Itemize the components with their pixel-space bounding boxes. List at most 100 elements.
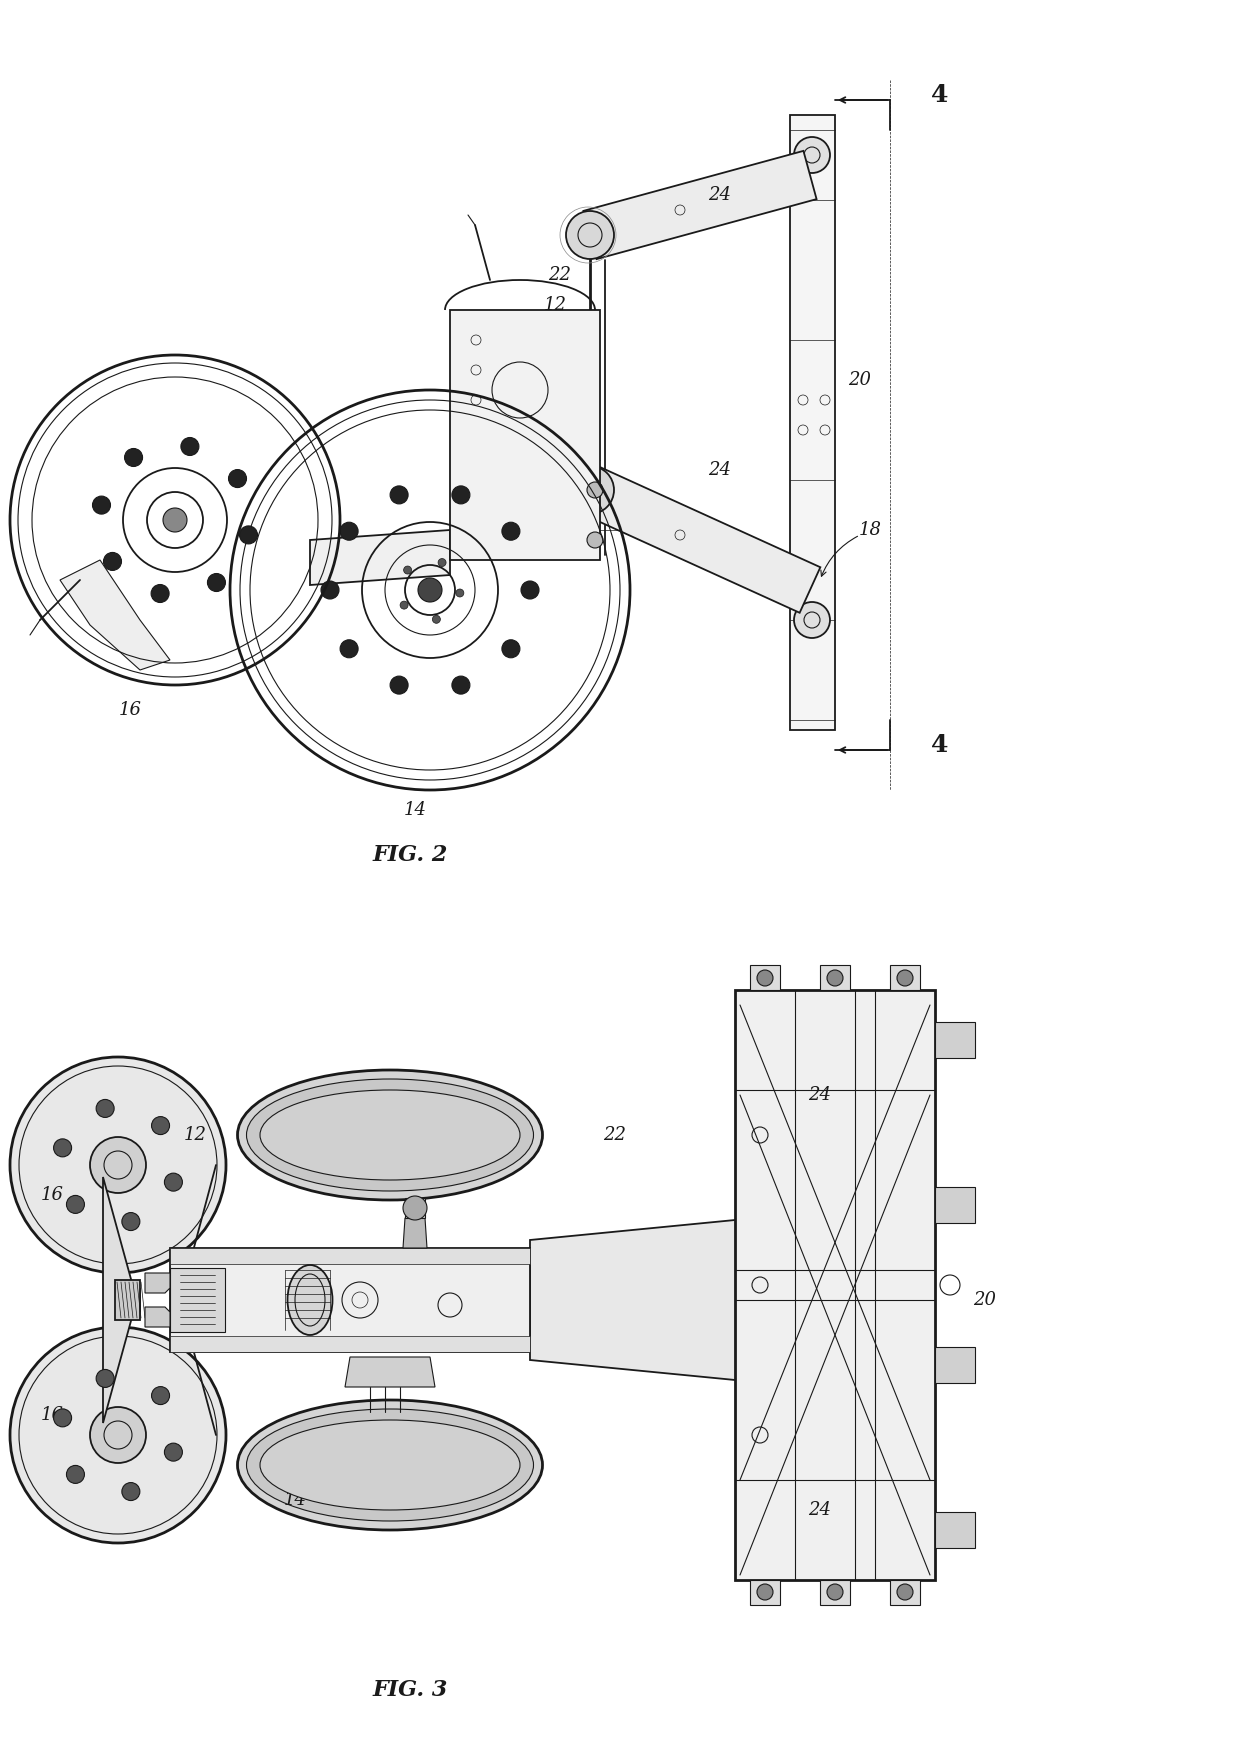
Circle shape	[897, 970, 913, 985]
Circle shape	[756, 1584, 773, 1600]
Polygon shape	[170, 1335, 529, 1353]
Polygon shape	[890, 965, 920, 991]
Text: 24: 24	[808, 1501, 832, 1518]
Text: 20: 20	[848, 371, 872, 388]
Circle shape	[162, 508, 187, 533]
Ellipse shape	[288, 1266, 332, 1335]
Circle shape	[391, 676, 408, 695]
Circle shape	[207, 573, 226, 592]
Text: 24: 24	[808, 1086, 832, 1104]
Text: FIG. 3: FIG. 3	[372, 1678, 448, 1701]
Text: 4: 4	[931, 733, 949, 757]
Circle shape	[587, 533, 603, 548]
Circle shape	[165, 1173, 182, 1191]
Text: 16: 16	[41, 1186, 63, 1205]
Polygon shape	[750, 965, 780, 991]
Circle shape	[794, 602, 830, 637]
Polygon shape	[935, 1348, 975, 1382]
Circle shape	[401, 601, 408, 609]
Circle shape	[181, 437, 198, 456]
Circle shape	[827, 1584, 843, 1600]
Circle shape	[228, 470, 247, 487]
Circle shape	[433, 615, 440, 623]
Circle shape	[565, 211, 614, 259]
Circle shape	[456, 588, 464, 597]
Circle shape	[340, 639, 358, 658]
Text: 22: 22	[548, 266, 572, 284]
Ellipse shape	[10, 1057, 226, 1273]
Polygon shape	[820, 1581, 849, 1605]
Text: 12: 12	[184, 1126, 207, 1144]
Polygon shape	[584, 151, 817, 259]
Circle shape	[122, 1212, 140, 1231]
Polygon shape	[345, 1356, 435, 1388]
Polygon shape	[935, 1187, 975, 1222]
Circle shape	[97, 1370, 114, 1388]
Ellipse shape	[247, 1079, 533, 1191]
Polygon shape	[935, 1022, 975, 1059]
Circle shape	[93, 496, 110, 514]
Polygon shape	[403, 1219, 427, 1248]
Text: 14: 14	[284, 1116, 306, 1133]
Circle shape	[502, 522, 520, 540]
Polygon shape	[529, 1220, 735, 1381]
Polygon shape	[820, 965, 849, 991]
Polygon shape	[310, 529, 450, 585]
Text: 24: 24	[708, 461, 732, 479]
Polygon shape	[405, 1198, 425, 1219]
Circle shape	[451, 676, 470, 695]
Circle shape	[587, 482, 603, 498]
Text: 16: 16	[41, 1407, 63, 1424]
Circle shape	[151, 1116, 170, 1135]
Ellipse shape	[260, 1421, 520, 1509]
Ellipse shape	[260, 1090, 520, 1180]
Circle shape	[67, 1196, 84, 1213]
Circle shape	[97, 1100, 114, 1118]
Polygon shape	[115, 1280, 140, 1320]
Circle shape	[151, 1386, 170, 1405]
Polygon shape	[890, 1581, 920, 1605]
Text: 4: 4	[931, 84, 949, 106]
Circle shape	[418, 578, 441, 602]
Circle shape	[124, 449, 143, 467]
Polygon shape	[935, 1511, 975, 1548]
Circle shape	[53, 1139, 72, 1156]
Circle shape	[756, 970, 773, 985]
Ellipse shape	[247, 1408, 533, 1522]
Circle shape	[897, 1584, 913, 1600]
Text: 20: 20	[973, 1292, 997, 1309]
Text: 18: 18	[858, 521, 882, 540]
Text: 16: 16	[119, 702, 141, 719]
Circle shape	[67, 1466, 84, 1483]
Ellipse shape	[238, 1071, 543, 1200]
Circle shape	[521, 581, 539, 599]
Circle shape	[565, 467, 614, 514]
Polygon shape	[60, 561, 170, 670]
Text: 14: 14	[403, 801, 427, 818]
Circle shape	[340, 522, 358, 540]
Polygon shape	[450, 310, 600, 561]
Circle shape	[239, 526, 258, 543]
Text: 22: 22	[604, 1126, 626, 1144]
Circle shape	[151, 585, 169, 602]
Circle shape	[91, 1137, 146, 1193]
Text: 12: 12	[543, 296, 567, 313]
Polygon shape	[790, 115, 835, 729]
Circle shape	[403, 566, 412, 575]
Text: FIG. 2: FIG. 2	[372, 844, 448, 865]
Circle shape	[91, 1407, 146, 1462]
Circle shape	[794, 138, 830, 172]
Polygon shape	[170, 1248, 529, 1353]
Circle shape	[103, 552, 122, 571]
Circle shape	[438, 559, 446, 566]
Polygon shape	[170, 1248, 529, 1264]
Polygon shape	[735, 991, 935, 1581]
Circle shape	[451, 486, 470, 503]
Circle shape	[321, 581, 339, 599]
Circle shape	[502, 639, 520, 658]
Circle shape	[403, 1196, 427, 1220]
Text: 14: 14	[284, 1490, 306, 1509]
Circle shape	[122, 1483, 140, 1501]
Text: 24: 24	[708, 186, 732, 204]
Polygon shape	[145, 1307, 170, 1327]
